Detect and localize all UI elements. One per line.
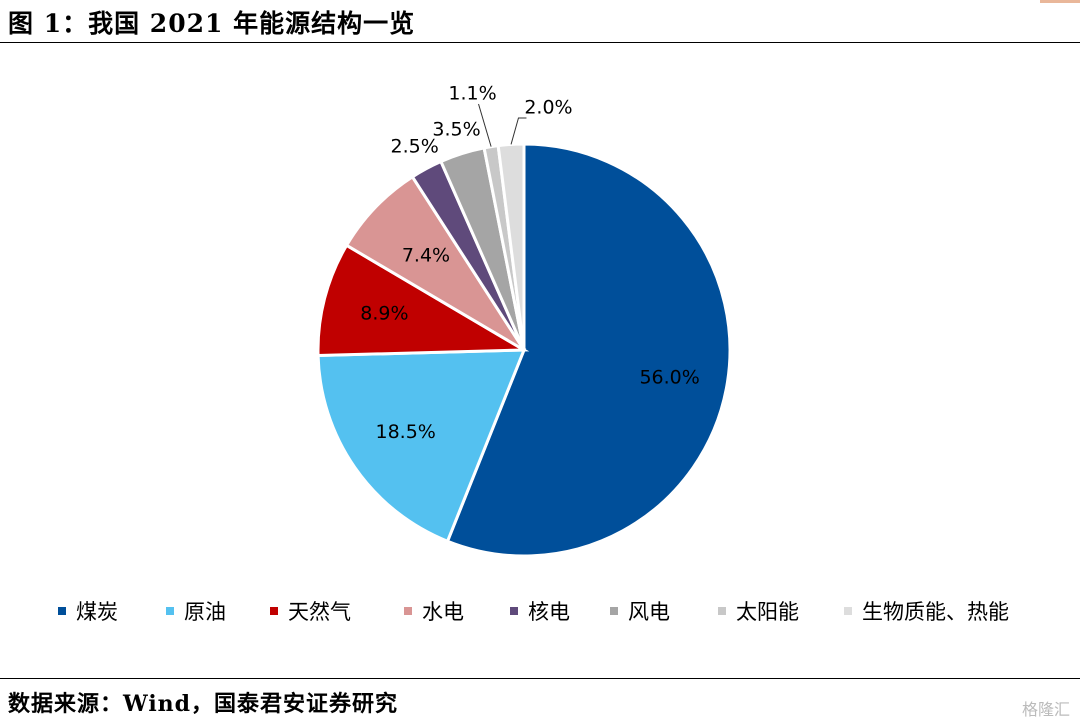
data-label-5: 3.5% xyxy=(432,118,480,140)
pie-chart: 56.0% 18.5% 8.9% 7.4% 2.5%3.5% 1.1% 2.0% xyxy=(316,83,732,558)
source-note: 数据来源：Wind，国泰君安证券研究 xyxy=(8,691,399,717)
legend-label: 水电 xyxy=(422,600,464,624)
data-label-4: 2.5% xyxy=(391,135,439,157)
pie-slice-1 xyxy=(316,348,527,544)
pie-slice-3 xyxy=(344,174,526,352)
legend-swatch xyxy=(270,607,278,615)
legend-label: 太阳能 xyxy=(736,600,799,624)
leader-line-6 xyxy=(478,103,492,147)
watermark: 格隆汇 xyxy=(1021,700,1070,719)
legend-label: 煤炭 xyxy=(76,600,118,624)
data-label-6: 1.1% xyxy=(448,83,496,105)
legend-item-3: 水电 xyxy=(404,596,464,626)
legend-item-7: 生物质能、热能 xyxy=(844,596,1009,626)
legend-label: 天然气 xyxy=(288,600,351,624)
pie-slices xyxy=(316,142,732,558)
pie-slice-0 xyxy=(445,142,732,558)
data-label-0: 56.0% xyxy=(639,367,699,389)
legend-swatch xyxy=(510,607,518,615)
legend-item-5: 风电 xyxy=(610,596,670,626)
legend-item-4: 核电 xyxy=(510,596,570,626)
pie-slice-2 xyxy=(316,243,530,358)
legend-label: 风电 xyxy=(628,600,670,624)
data-label-2: 8.9% xyxy=(360,302,408,324)
leader-line-7 xyxy=(510,117,527,145)
legend-swatch xyxy=(718,607,726,615)
legend-label: 原油 xyxy=(184,600,226,624)
leader-lines xyxy=(478,103,527,147)
data-labels: 56.0% 18.5% 8.9% 7.4% 2.5%3.5% 1.1% 2.0% xyxy=(360,83,700,443)
bottom-divider xyxy=(0,678,1080,679)
figure-title: 图 1：我国 2021 年能源结构一览 xyxy=(8,9,416,38)
data-label-1: 18.5% xyxy=(376,421,436,443)
legend-swatch xyxy=(404,607,412,615)
top-divider xyxy=(0,42,1080,43)
legend: 煤炭 原油 天然气 水电 核电 风电 太阳能 生物质能、热能 xyxy=(58,596,1058,626)
data-label-7: 2.0% xyxy=(524,97,572,119)
legend-item-6: 太阳能 xyxy=(718,596,799,626)
legend-swatch xyxy=(610,607,618,615)
pie-slice-7 xyxy=(496,142,526,351)
corner-accent xyxy=(1040,0,1080,3)
legend-swatch xyxy=(844,607,852,615)
legend-item-1: 原油 xyxy=(166,596,226,626)
data-label-3: 7.4% xyxy=(402,244,450,266)
legend-item-2: 天然气 xyxy=(270,596,351,626)
legend-swatch xyxy=(166,607,174,615)
legend-label: 核电 xyxy=(528,600,570,624)
legend-item-0: 煤炭 xyxy=(58,596,118,626)
legend-swatch xyxy=(58,607,66,615)
legend-label: 生物质能、热能 xyxy=(862,600,1009,624)
